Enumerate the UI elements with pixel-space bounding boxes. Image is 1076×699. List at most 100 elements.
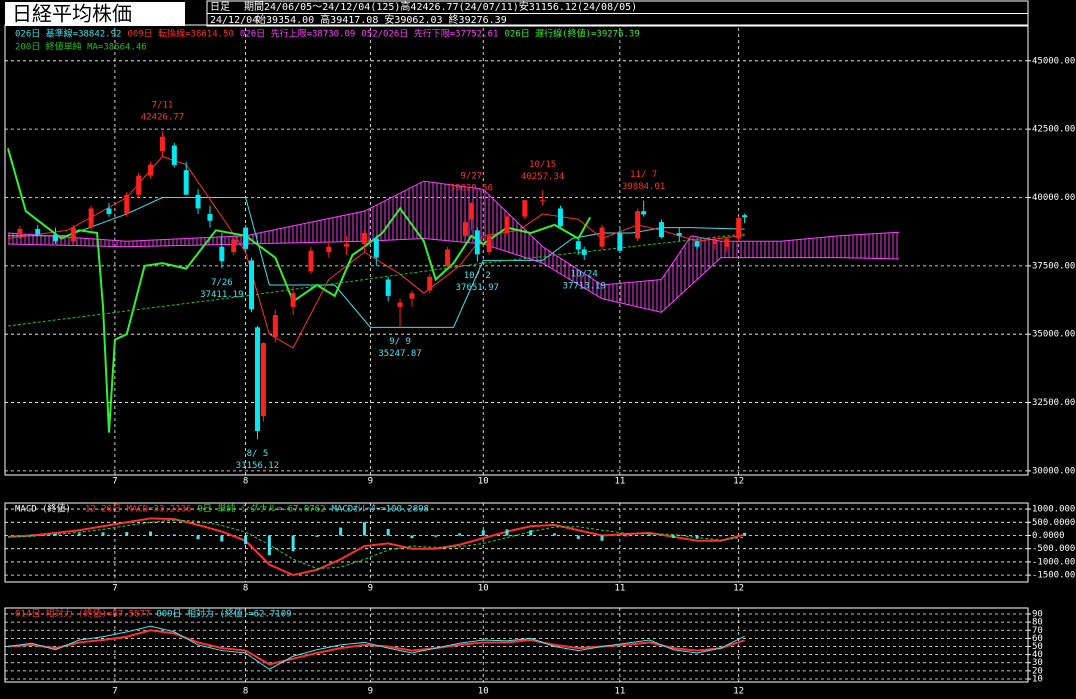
x-tick-label: 8	[243, 687, 248, 697]
candle-body	[658, 222, 664, 238]
series-line	[7, 180, 900, 286]
oscillator-bar	[600, 535, 604, 541]
annotation-value: 39884.01	[622, 182, 665, 192]
candle-body	[148, 164, 154, 176]
x-tick-label: 11	[614, 584, 625, 594]
title-box	[5, 2, 185, 26]
oscillator-bar	[172, 534, 176, 536]
annotation-value: 37411.19	[200, 290, 243, 300]
oscillator-bar	[30, 534, 34, 536]
oscillator-bar	[125, 532, 129, 536]
candle-body	[171, 145, 177, 165]
y-tick-label: 90	[1032, 610, 1043, 620]
legend-entry: 026日 遅行線(終値)=39276.39	[504, 28, 639, 40]
candle-body	[207, 213, 213, 221]
series-line	[7, 625, 745, 670]
y-tick-label: 20	[1032, 666, 1043, 676]
candle-body	[617, 233, 623, 251]
annotation-date: 7/26	[211, 278, 233, 288]
candle-body	[195, 194, 201, 209]
candle-body	[385, 279, 391, 296]
oscillator-bar	[457, 533, 461, 536]
annotation-value: 40257.34	[521, 172, 564, 182]
candle-body	[290, 293, 296, 307]
candle-body	[427, 276, 433, 291]
y-tick-label: -500.000	[1032, 544, 1075, 554]
candle-body	[724, 238, 730, 247]
oscillator-bar	[576, 535, 580, 539]
oscillator-bar	[719, 535, 723, 537]
x-tick-label: 12	[733, 584, 744, 594]
oscillator-bar	[529, 530, 533, 536]
candle-body	[540, 200, 546, 202]
candle-body	[52, 234, 58, 242]
x-tick-label: 8	[243, 584, 248, 594]
panel-border	[4, 502, 1029, 583]
candle-body	[599, 227, 605, 247]
candle-body	[397, 302, 403, 307]
title: 日経平均株価	[12, 2, 132, 26]
series-line	[7, 519, 745, 570]
oscillator-bar	[196, 535, 200, 540]
cloud	[7, 181, 900, 313]
candle-body	[219, 246, 225, 262]
candle-body	[124, 194, 130, 214]
oscillator-bar	[315, 535, 319, 537]
x-tick-label: 7	[112, 687, 117, 697]
y-tick-label: -1000.000	[1032, 557, 1076, 567]
candle-body	[575, 241, 581, 250]
annotation-date: 9/ 9	[389, 337, 411, 347]
oscillator-bar	[553, 533, 557, 536]
y-tick-label: 0.0000	[1032, 531, 1065, 541]
period-type: 日足	[210, 1, 230, 13]
candle-body	[474, 230, 480, 255]
annotation-date: 10/24	[571, 270, 598, 280]
candle-body	[136, 175, 142, 195]
x-tick-label: 10	[478, 477, 489, 487]
series-line	[7, 238, 900, 313]
candle-body	[641, 211, 647, 215]
panel-border	[4, 24, 1029, 476]
legend-entry: 026日 先行上限=38730.09	[240, 28, 355, 40]
y-tick-label: 500.0000	[1032, 518, 1075, 528]
oscillator-bar	[101, 532, 105, 536]
x-tick-label: 8	[243, 477, 248, 487]
panel-title: MACD (終値)	[15, 503, 71, 515]
candle-body	[373, 238, 379, 258]
annotation-value: 37651.97	[456, 283, 499, 293]
series-line	[7, 155, 745, 349]
x-tick-label: 9	[368, 584, 373, 594]
panel-border	[4, 607, 1029, 683]
date: 24/12/04	[210, 15, 258, 26]
annotation-value: 42426.77	[141, 113, 184, 123]
y-tick-label: 80	[1032, 618, 1043, 628]
oscillator-bar	[671, 535, 675, 538]
y-tick-label: 30	[1032, 658, 1043, 668]
series-line	[7, 233, 745, 327]
legend-entry: 200日 終値単純 MA=38664.46	[15, 41, 147, 53]
candle-body	[694, 241, 700, 247]
annotation-date: 9/27	[461, 172, 483, 182]
y-tick-label: 37500.00	[1032, 261, 1075, 271]
candle-body	[712, 241, 718, 244]
annotation-value: 37713.19	[563, 282, 606, 292]
candle-body	[468, 202, 474, 220]
candle-body	[231, 239, 237, 253]
x-tick-label: 11	[614, 687, 625, 697]
oscillator-bar	[481, 530, 485, 536]
legend-entry: 12-26日 MACD=33.2136	[85, 504, 192, 515]
oscillator-bar	[743, 532, 747, 536]
y-tick-label: 42500.00	[1032, 125, 1075, 135]
oscillator-bar	[244, 535, 248, 545]
legend-entry: 014日 相対力 (終値)=57.5877	[15, 608, 150, 620]
candle-body	[17, 228, 23, 234]
y-tick-label: 70	[1032, 626, 1043, 636]
candle-body	[581, 249, 587, 255]
x-tick-label: 7	[112, 584, 117, 594]
x-tick-label: 12	[733, 477, 744, 487]
candle-body	[361, 233, 367, 244]
y-tick-label: 40	[1032, 650, 1043, 660]
series-line	[7, 517, 745, 577]
